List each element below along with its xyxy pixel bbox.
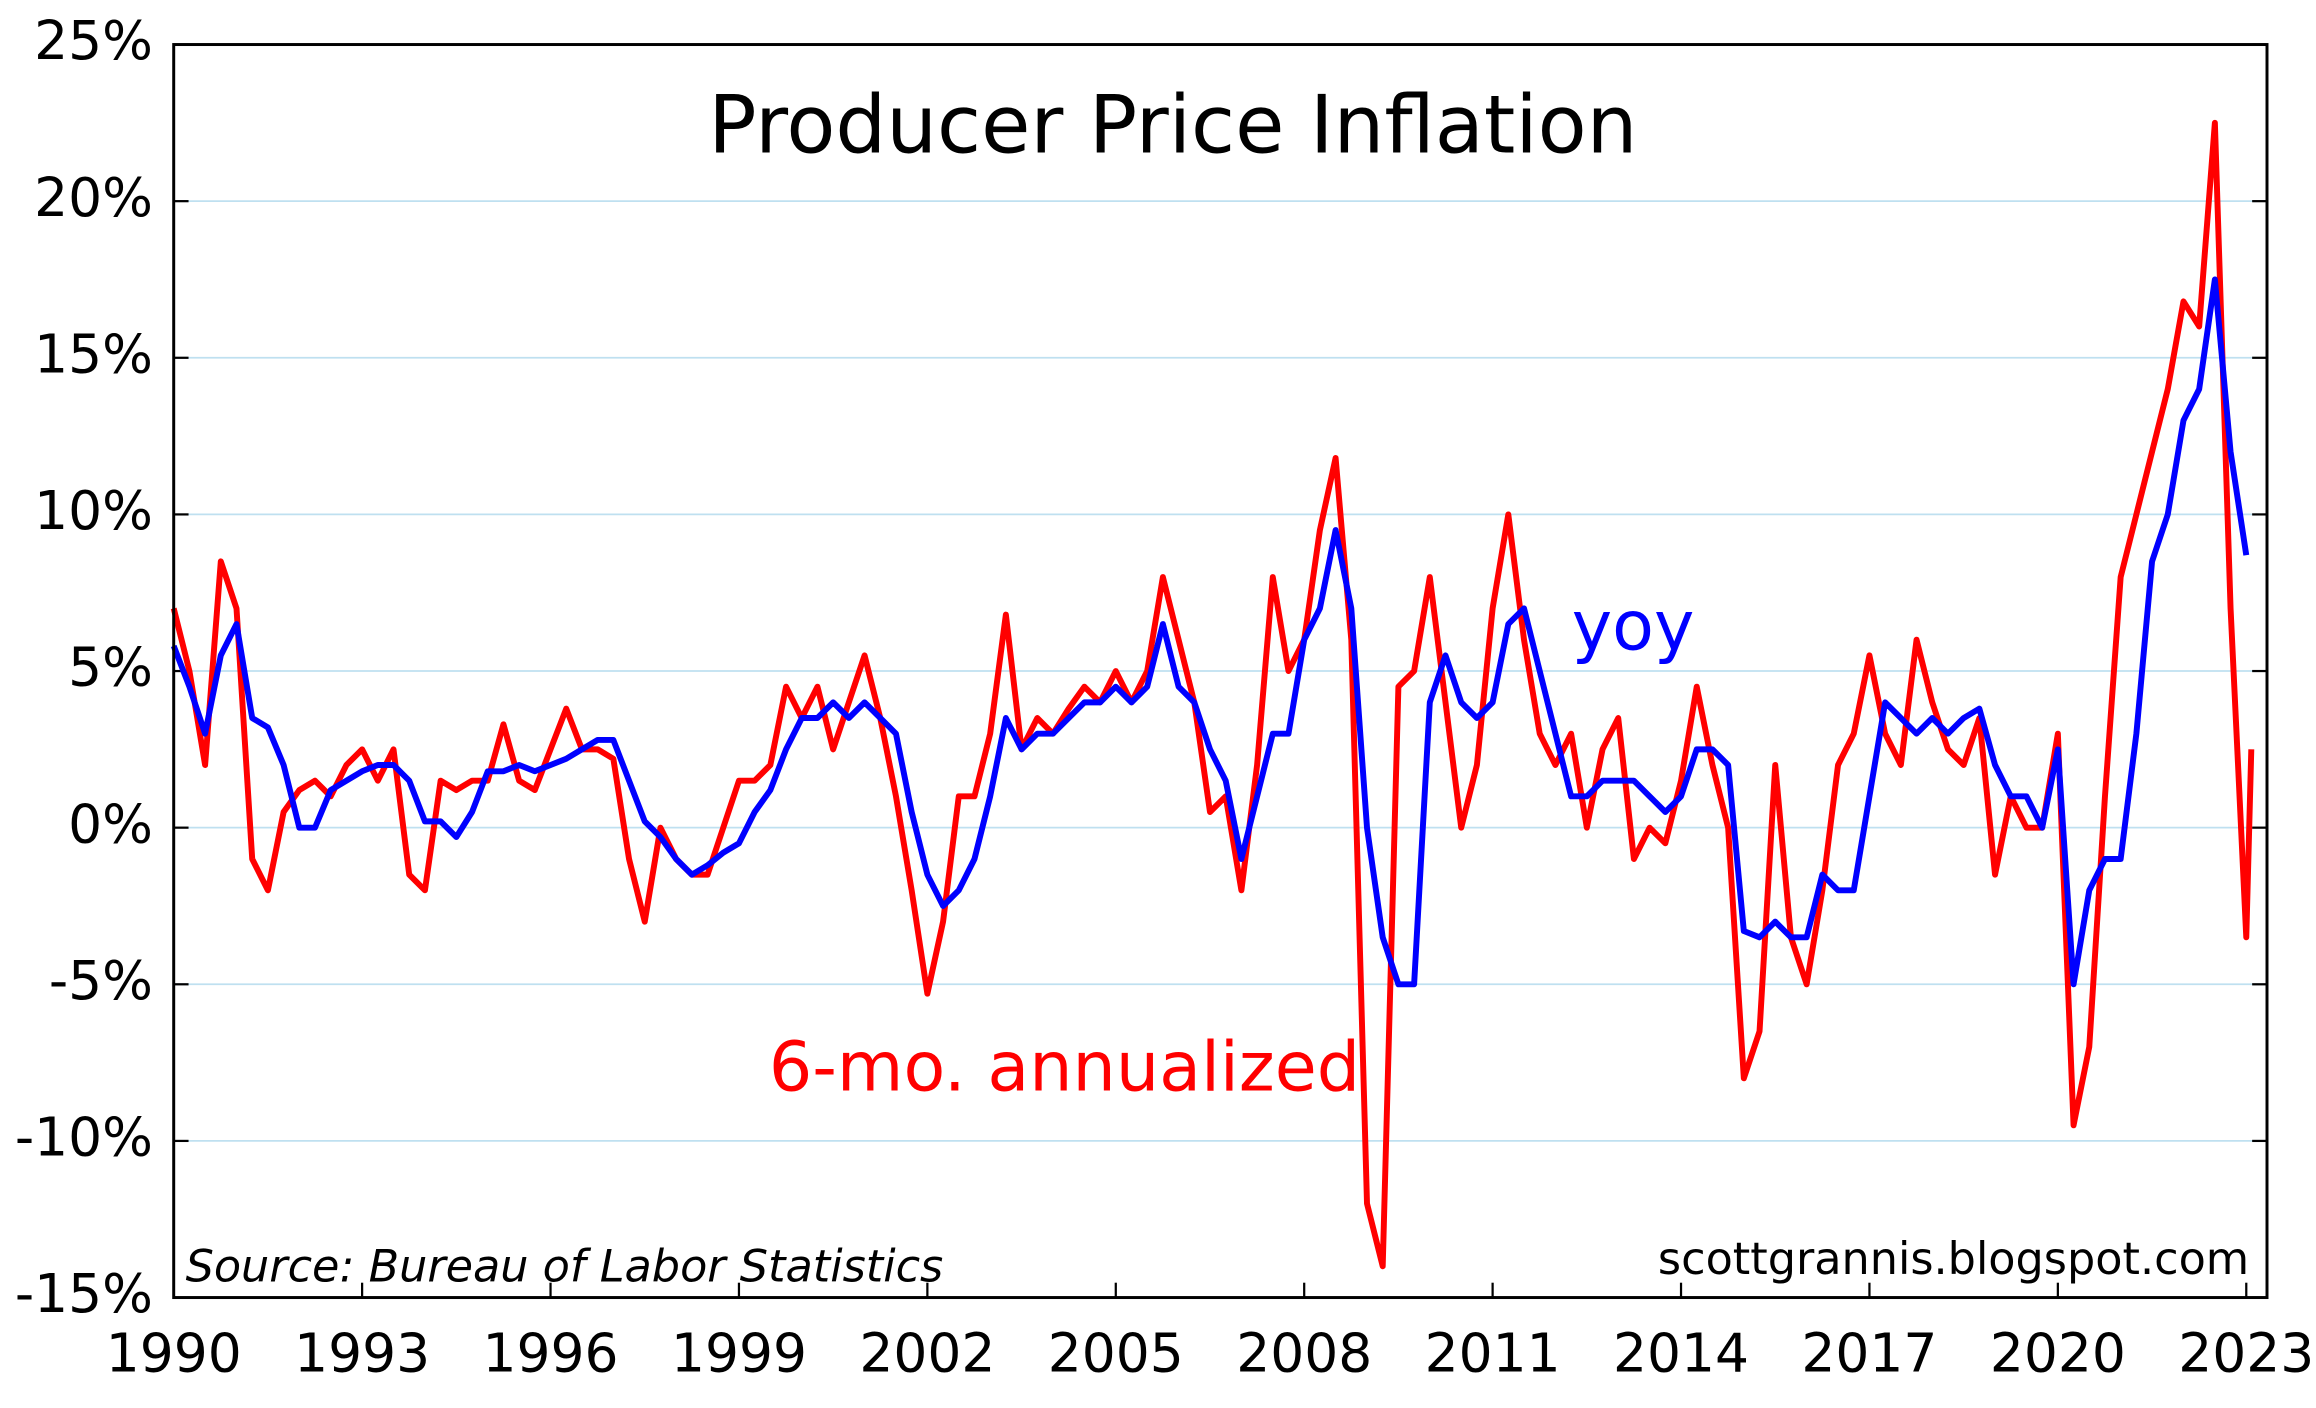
x-tick-label: 2005 xyxy=(1048,1322,1184,1385)
y-tick-label: -5% xyxy=(49,949,153,1012)
plot-frame xyxy=(172,43,2269,1300)
x-tick-label: 1993 xyxy=(294,1322,430,1385)
y-tick-label: 0% xyxy=(68,792,153,855)
x-tick-label: 2002 xyxy=(859,1322,995,1385)
source-note: Source: Bureau of Labor Statistics xyxy=(186,1240,944,1292)
x-tick-label: 2011 xyxy=(1425,1322,1561,1385)
y-tick-label: -10% xyxy=(15,1106,153,1169)
y-tick-label: 5% xyxy=(68,636,153,699)
site-note: scottgrannis.blogspot.com xyxy=(1658,1233,2249,1285)
series-label: yoy xyxy=(1572,588,1695,667)
series-label: 6-mo. annualized xyxy=(769,1028,1360,1107)
x-tick-label: 2023 xyxy=(2178,1322,2314,1385)
x-tick-label: 1996 xyxy=(483,1322,619,1385)
x-tick-label: 2014 xyxy=(1613,1322,1749,1385)
x-tick-label: 2017 xyxy=(1801,1322,1937,1385)
x-tick-label: 2020 xyxy=(1990,1322,2126,1385)
x-tick-label: 1999 xyxy=(671,1322,807,1385)
series-line xyxy=(170,119,2255,1270)
y-tick-label: 25% xyxy=(34,9,153,72)
y-tick-label: 20% xyxy=(34,166,153,229)
chart-title: Producer Price Inflation xyxy=(708,79,1637,172)
y-tick-label: 10% xyxy=(34,479,153,542)
y-tick-label: 15% xyxy=(34,322,153,385)
x-tick-label: 2008 xyxy=(1236,1322,1372,1385)
series-line xyxy=(170,276,2250,988)
y-tick-label: -15% xyxy=(15,1262,153,1325)
x-tick-label: 1990 xyxy=(106,1322,242,1385)
